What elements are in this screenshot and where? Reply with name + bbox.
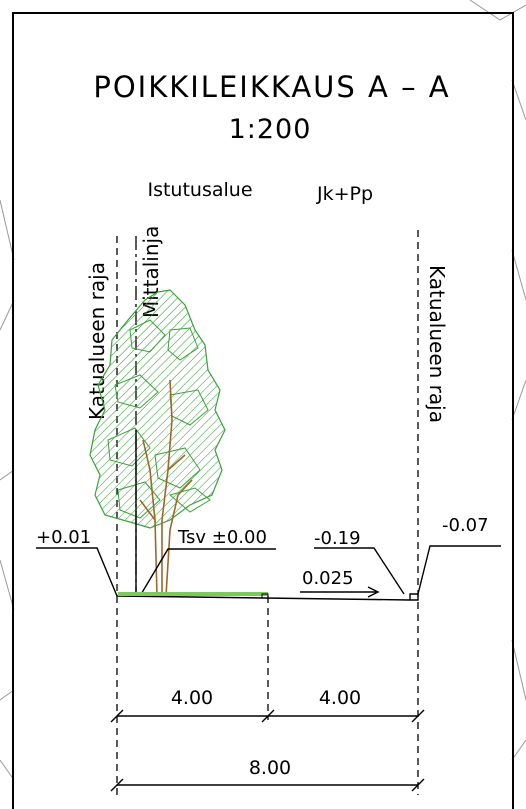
tick-upper-right <box>411 709 425 723</box>
dimension-walkway-width: 4.00 <box>319 687 361 709</box>
tick-lower-left <box>110 778 124 792</box>
ground-profile <box>36 430 501 601</box>
slope-value: 0.025 <box>302 568 354 589</box>
sheet-frame <box>12 12 514 809</box>
profile-walkway-leader <box>314 547 405 595</box>
elevation-walkway-mid: -0.19 <box>314 528 361 549</box>
vertical-label-boundary-right: Katualueen raja <box>425 265 449 423</box>
profile-right-curb <box>409 593 419 601</box>
section-title: POIKKILEIKKAUS A – A <box>93 70 450 104</box>
zone-label-walkway: Jk+Pp <box>316 183 373 205</box>
zone-label-planting: Istutusalue <box>147 179 252 201</box>
tree-crown <box>89 289 226 529</box>
elevation-finished-ground: Tsv ±0.00 <box>177 527 267 548</box>
tick-upper-left <box>110 709 124 723</box>
background-map-lines <box>0 0 526 781</box>
profile-finished-level <box>139 548 276 597</box>
section-scale: 1:200 <box>229 114 312 145</box>
elevation-right-edge: -0.07 <box>442 515 489 536</box>
planting-strip <box>118 592 268 596</box>
profile-left-slope <box>36 547 118 597</box>
dimension-lines <box>110 709 425 792</box>
dimension-total-width: 8.00 <box>249 757 291 779</box>
curb-block <box>261 593 269 599</box>
tick-upper-mid <box>261 709 275 723</box>
dimension-planting-width: 4.00 <box>171 687 213 709</box>
slope-arrow <box>300 586 380 598</box>
tick-lower-right <box>411 778 425 792</box>
elevation-left-edge: +0.01 <box>36 527 91 548</box>
profile-right-slope <box>417 545 501 595</box>
tree-trunk <box>139 379 193 597</box>
tree-symbol <box>89 289 226 597</box>
